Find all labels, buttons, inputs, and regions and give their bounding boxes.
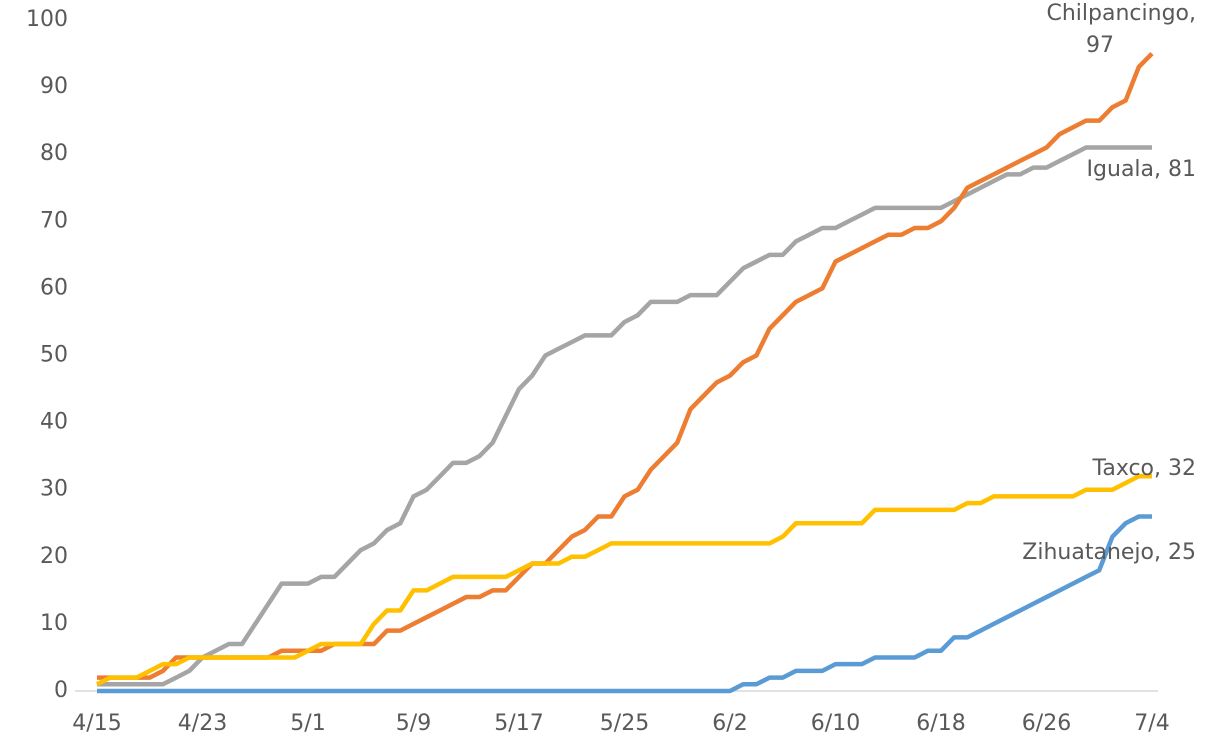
- y-tick-label: 10: [40, 611, 68, 636]
- y-tick-label: 0: [54, 678, 68, 703]
- x-tick-label: 5/17: [494, 711, 543, 736]
- series-line: [97, 145, 1152, 687]
- y-tick-label: 100: [26, 7, 68, 32]
- x-tick-label: 6/18: [916, 711, 965, 736]
- series-line: [97, 514, 1152, 694]
- x-tick-label: 5/1: [290, 711, 325, 736]
- series-line: [97, 51, 1154, 680]
- annotation: Iguala, 81: [1087, 157, 1196, 182]
- x-tick-label: 6/26: [1022, 711, 1071, 736]
- x-tick-label: 5/25: [600, 711, 649, 736]
- x-tick-label: 6/10: [811, 711, 860, 736]
- y-tick-label: 60: [40, 275, 68, 300]
- y-tick-label: 40: [40, 410, 68, 435]
- x-tick-label: 6/2: [712, 711, 747, 736]
- x-tick-label: 4/15: [72, 711, 121, 736]
- annotation: Taxco, 32: [1092, 456, 1196, 481]
- y-tick-label: 50: [40, 343, 68, 368]
- annotation: Chilpancingo,: [1047, 1, 1197, 26]
- x-tick-label: 7/4: [1134, 711, 1169, 736]
- series-line: [95, 474, 1152, 687]
- x-tick-label: 4/23: [178, 711, 227, 736]
- x-tick-label: 5/9: [396, 711, 431, 736]
- y-tick-label: 70: [40, 208, 68, 233]
- y-tick-label: 20: [40, 544, 68, 569]
- y-tick-label: 30: [40, 477, 68, 502]
- y-tick-label: 90: [40, 74, 68, 99]
- annotation: 97: [1086, 33, 1114, 58]
- annotation: Zihuatanejo, 25: [1022, 540, 1196, 565]
- y-tick-label: 80: [40, 141, 68, 166]
